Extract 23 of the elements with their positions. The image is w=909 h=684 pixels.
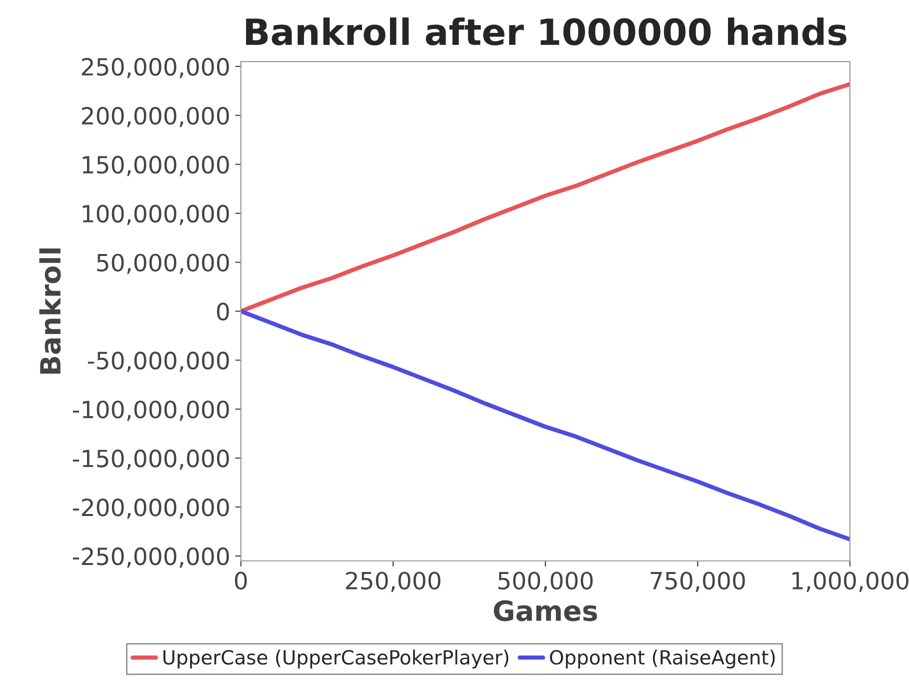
x-tick-label: 0 (234, 572, 247, 590)
y-tick-label: -200,000,000 (72, 498, 229, 519)
x-tick-label: 1,000,000 (792, 572, 908, 592)
y-tick-label: 50,000,000 (97, 254, 229, 274)
y-tick-label: -100,000,000 (72, 400, 229, 421)
y-tick-label: 200,000,000 (82, 106, 229, 128)
y-tick-label: -250,000,000 (72, 547, 229, 568)
chart-title: Bankroll after 1000000 hands (246, 17, 846, 46)
legend-label: UpperCase (UpperCasePokerPlayer) (163, 650, 508, 668)
line-series (240, 309, 850, 542)
x-tick-label: 250,000 (346, 572, 440, 592)
x-axis-title: Games (494, 600, 598, 622)
y-tick-label: 0 (217, 302, 229, 321)
legend-label: Opponent (RaiseAgent) (550, 650, 775, 668)
x-tick-label: 500,000 (498, 572, 593, 592)
line-series (240, 82, 850, 314)
y-tick-label: 250,000,000 (82, 58, 229, 78)
y-axis-title: Bankroll (39, 248, 61, 374)
y-tick-label: 100,000,000 (82, 204, 229, 226)
y-tick-label: 150,000,000 (82, 156, 229, 176)
x-tick-label: 750,000 (650, 572, 745, 592)
y-tick-label: -150,000,000 (72, 450, 229, 470)
y-tick-label: -50,000,000 (88, 352, 229, 372)
